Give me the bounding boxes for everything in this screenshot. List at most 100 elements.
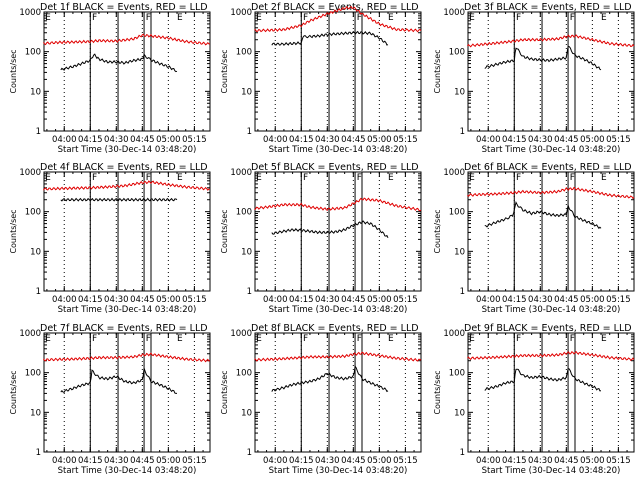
x-tick-label: 04:30 bbox=[528, 295, 553, 305]
x-tick-label: 04:30 bbox=[315, 295, 340, 305]
marker-e: E bbox=[388, 13, 394, 23]
panel-title: Det 9f BLACK = Events, RED = LLD bbox=[464, 323, 632, 334]
y-tick-label: 10 bbox=[454, 247, 465, 257]
x-tick-label: 04:30 bbox=[528, 456, 553, 466]
x-tick-label: 05:00 bbox=[156, 295, 181, 305]
panel-title: Det 2f BLACK = Events, RED = LLD bbox=[251, 2, 419, 13]
x-tick-label: 05:15 bbox=[606, 456, 631, 466]
x-tick-label: 04:00 bbox=[263, 135, 288, 145]
y-axis-label: Counts/sec bbox=[433, 370, 442, 414]
x-tick-label: 04:00 bbox=[476, 135, 501, 145]
x-tick-label: 05:15 bbox=[393, 456, 418, 466]
y-axis-label: Counts/sec bbox=[9, 49, 18, 93]
x-tick-label: 04:15 bbox=[289, 456, 314, 466]
x-tick-label: 04:15 bbox=[502, 456, 527, 466]
x-tick-label: 04:00 bbox=[476, 295, 501, 305]
plot-frame bbox=[467, 11, 635, 132]
y-tick-label: 100 bbox=[236, 369, 252, 379]
x-tick-label: 05:15 bbox=[393, 135, 418, 145]
marker-f: F bbox=[570, 173, 575, 183]
marker-e: E bbox=[256, 13, 262, 23]
x-tick-label: 04:15 bbox=[78, 135, 103, 145]
y-axis-label: Counts/sec bbox=[220, 370, 229, 414]
x-tick-label: 04:45 bbox=[341, 295, 366, 305]
x-tick-label: 04:15 bbox=[289, 295, 314, 305]
y-tick-label: 1000 bbox=[443, 329, 465, 339]
x-tick-label: 05:00 bbox=[156, 135, 181, 145]
y-tick-label: 1000 bbox=[443, 168, 465, 178]
y-tick-label: 1 bbox=[460, 448, 465, 458]
marker-e: E bbox=[601, 334, 607, 344]
x-tick-label: 04:15 bbox=[502, 135, 527, 145]
plot-frame bbox=[43, 11, 211, 132]
x-tick-label: 04:00 bbox=[52, 295, 77, 305]
x-tick-label: 05:00 bbox=[580, 295, 605, 305]
marker-f: F bbox=[92, 13, 97, 23]
series-lld-line bbox=[42, 352, 211, 363]
x-tick-label: 04:00 bbox=[263, 295, 288, 305]
x-tick-label: 04:30 bbox=[528, 135, 553, 145]
series-lld-line bbox=[467, 350, 635, 361]
y-axis-label: Counts/sec bbox=[433, 209, 442, 253]
x-tick-label: 04:00 bbox=[52, 135, 77, 145]
y-tick-label: 100 bbox=[449, 48, 465, 58]
marker-f: F bbox=[92, 334, 97, 344]
y-tick-label: 1000 bbox=[230, 168, 252, 178]
plot-frame bbox=[43, 171, 211, 292]
x-tick-label: 04:45 bbox=[130, 456, 155, 466]
plot-frame bbox=[43, 332, 211, 453]
panel-title: Det 4f BLACK = Events, RED = LLD bbox=[40, 162, 208, 173]
y-axis-label: Counts/sec bbox=[9, 209, 18, 253]
y-tick-label: 10 bbox=[454, 408, 465, 418]
x-tick-label: 04:15 bbox=[78, 456, 103, 466]
series-lld-line bbox=[467, 186, 635, 200]
x-tick-label: 04:45 bbox=[130, 135, 155, 145]
x-tick-label: 04:45 bbox=[554, 295, 579, 305]
x-tick-label: 05:00 bbox=[367, 135, 392, 145]
x-axis-label: Start Time (30-Dec-14 03:48:20) bbox=[269, 466, 408, 476]
y-tick-label: 1 bbox=[247, 448, 252, 458]
y-tick-label: 10 bbox=[241, 247, 252, 257]
y-tick-label: 1 bbox=[36, 127, 41, 137]
x-tick-label: 04:30 bbox=[104, 295, 129, 305]
panel-title: Det 6f BLACK = Events, RED = LLD bbox=[464, 162, 632, 173]
x-tick-label: 04:15 bbox=[289, 135, 314, 145]
series-events-line bbox=[271, 30, 389, 46]
x-axis-label: Start Time (30-Dec-14 03:48:20) bbox=[269, 305, 408, 315]
marker-e: E bbox=[256, 334, 262, 344]
x-tick-label: 05:15 bbox=[606, 295, 631, 305]
y-tick-label: 1 bbox=[36, 448, 41, 458]
y-tick-label: 1000 bbox=[19, 168, 41, 178]
plot-frame bbox=[254, 171, 422, 292]
marker-e: E bbox=[256, 173, 262, 183]
series-events-line bbox=[60, 53, 178, 73]
marker-e: E bbox=[177, 173, 183, 183]
x-tick-label: 05:00 bbox=[367, 456, 392, 466]
marker-f: F bbox=[357, 173, 362, 183]
marker-f: F bbox=[146, 173, 151, 183]
x-axis-label: Start Time (30-Dec-14 03:48:20) bbox=[58, 305, 197, 315]
marker-e: E bbox=[45, 173, 51, 183]
series-lld-line bbox=[254, 6, 422, 33]
series-events-line bbox=[484, 367, 602, 392]
panel-title: Det 5f BLACK = Events, RED = LLD bbox=[251, 162, 419, 173]
marker-f: F bbox=[357, 13, 362, 23]
y-axis-label: Counts/sec bbox=[9, 370, 18, 414]
y-tick-label: 10 bbox=[241, 87, 252, 97]
plot-frame bbox=[254, 11, 422, 132]
series-events-line bbox=[271, 220, 389, 239]
series-lld-line bbox=[254, 351, 422, 362]
series-events-line bbox=[60, 368, 177, 394]
x-tick-label: 05:00 bbox=[367, 295, 392, 305]
series-lld-line bbox=[42, 180, 211, 191]
marker-e: E bbox=[469, 334, 475, 344]
x-axis-label: Start Time (30-Dec-14 03:48:20) bbox=[58, 145, 197, 155]
y-tick-label: 1 bbox=[460, 127, 465, 137]
y-axis-label: Counts/sec bbox=[220, 209, 229, 253]
series-lld-line bbox=[254, 197, 422, 212]
panel-title: Det 8f BLACK = Events, RED = LLD bbox=[251, 323, 419, 334]
